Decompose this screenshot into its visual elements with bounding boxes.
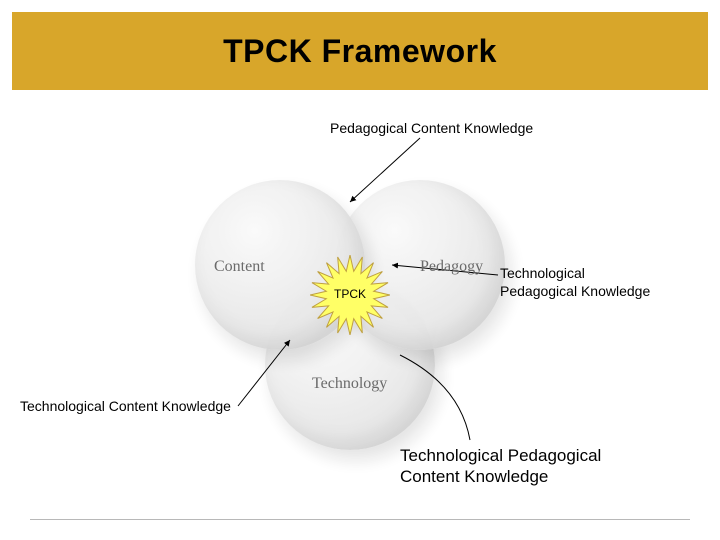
annotation-pck: Pedagogical Content Knowledge: [330, 120, 533, 138]
tpck-center-label: TPCK: [334, 287, 366, 301]
footer-divider: [30, 519, 690, 520]
annotation-tck: Technological Content Knowledge: [20, 398, 231, 416]
venn-label-content: Content: [214, 258, 265, 276]
annotation-tpk: TechnologicalPedagogical Knowledge: [500, 265, 650, 300]
venn-label-pedagogy: Pedagogy: [420, 258, 483, 276]
tpck-venn-diagram: Content Pedagogy Technology TPCK Pedagogical…: [0, 110, 720, 490]
title-banner: TPCK Framework: [12, 12, 708, 90]
annotation-tpck: Technological PedagogicalContent Knowled…: [400, 445, 601, 488]
venn-label-technology: Technology: [312, 375, 387, 393]
page-title: TPCK Framework: [223, 33, 497, 70]
